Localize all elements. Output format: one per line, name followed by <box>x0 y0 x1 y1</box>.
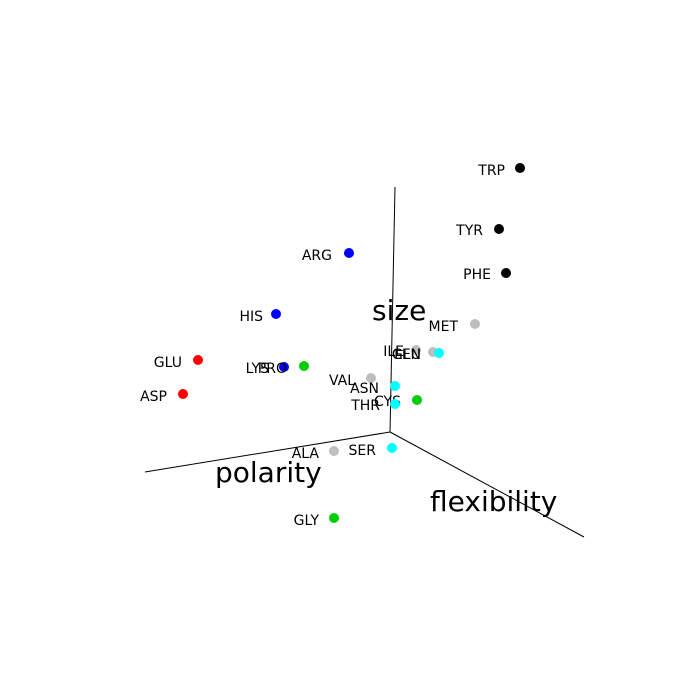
point-asp <box>178 389 188 399</box>
point-label-pro: PRO <box>258 361 287 377</box>
point-thr <box>390 399 400 409</box>
point-label-tyr: TYR <box>455 223 483 239</box>
point-label-asp: ASP <box>140 389 167 405</box>
point-met <box>470 319 480 329</box>
points-layer: TRPTYRPHEARGHISLYSGLUASPPROCYSGLYMETILEL… <box>140 163 525 529</box>
point-tyr <box>494 224 504 234</box>
point-pro <box>299 361 309 371</box>
point-label-glu: GLU <box>154 355 182 371</box>
point-arg <box>344 248 354 258</box>
axis-line-polarity <box>144 431 391 473</box>
point-gln <box>434 348 444 358</box>
point-label-lys: LYS <box>246 361 269 377</box>
point-lys <box>279 362 289 372</box>
point-cys <box>412 395 422 405</box>
point-phe <box>501 268 511 278</box>
point-label-gln: GLN <box>392 347 421 363</box>
point-label-thr: THR <box>350 398 380 414</box>
point-his <box>271 309 281 319</box>
point-ile <box>411 345 421 355</box>
point-label-met: MET <box>429 319 459 335</box>
point-asn <box>390 381 400 391</box>
point-label-trp: TRP <box>477 163 505 179</box>
point-label-ser: SER <box>349 443 377 459</box>
point-gly <box>329 513 339 523</box>
point-label-ala: ALA <box>292 446 320 462</box>
axis-label-size: size <box>372 294 426 327</box>
axis-label-flexibility: flexibility <box>430 485 557 518</box>
point-label-leu: LEU <box>394 347 421 363</box>
point-label-gly: GLY <box>294 513 320 529</box>
point-ser <box>387 443 397 453</box>
point-glu <box>193 355 203 365</box>
point-label-val: VAL <box>329 373 355 389</box>
point-label-phe: PHE <box>463 267 491 283</box>
point-label-ile: ILE <box>383 344 404 360</box>
point-ala <box>329 446 339 456</box>
point-trp <box>515 163 525 173</box>
axis-line-size <box>389 186 396 433</box>
point-label-asn: ASN <box>350 381 379 397</box>
point-val <box>366 373 376 383</box>
axis-line-flexibility <box>389 431 585 538</box>
point-label-his: HIS <box>239 309 263 325</box>
point-label-arg: ARG <box>302 248 332 264</box>
axis-label-polarity: polarity <box>215 456 322 489</box>
axes-layer: size polarity flexibility <box>144 186 585 538</box>
